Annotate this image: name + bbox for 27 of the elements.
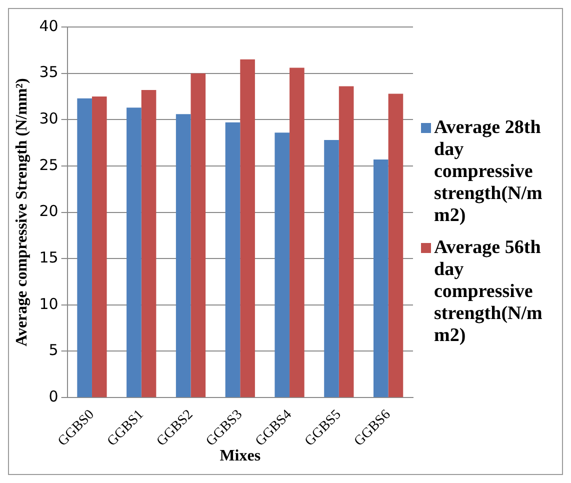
bar <box>373 159 388 398</box>
y-tick-label: 5 <box>48 341 58 360</box>
bar <box>338 86 354 398</box>
x-axis-title: Mixes <box>220 448 261 465</box>
legend-label: Average 56th day compressive strength(N/mm2) <box>434 237 544 347</box>
bar <box>141 90 156 398</box>
bar <box>225 122 240 398</box>
y-tick-label: 20 <box>39 202 58 220</box>
y-axis-title: Average compressive Strength (N/mm²) <box>14 78 31 346</box>
legend-label: Average 28th day compressive strength(N/mm2) <box>434 117 544 227</box>
bar <box>92 96 107 398</box>
y-tick-label: 10 <box>39 294 58 313</box>
bar <box>324 140 339 398</box>
bar <box>77 98 92 398</box>
y-tick-label: 30 <box>39 110 58 128</box>
bar <box>190 73 206 398</box>
y-tick-label: 15 <box>39 248 58 266</box>
y-tick-label: 40 <box>39 16 58 35</box>
bar <box>290 68 304 398</box>
bar <box>388 94 404 398</box>
y-tick-label: 25 <box>39 156 58 174</box>
y-tick-label: 0 <box>48 387 58 406</box>
bar <box>176 114 191 398</box>
y-tick-label: 35 <box>39 63 58 82</box>
bar <box>274 132 290 398</box>
bar <box>240 59 255 398</box>
bar <box>126 108 142 398</box>
